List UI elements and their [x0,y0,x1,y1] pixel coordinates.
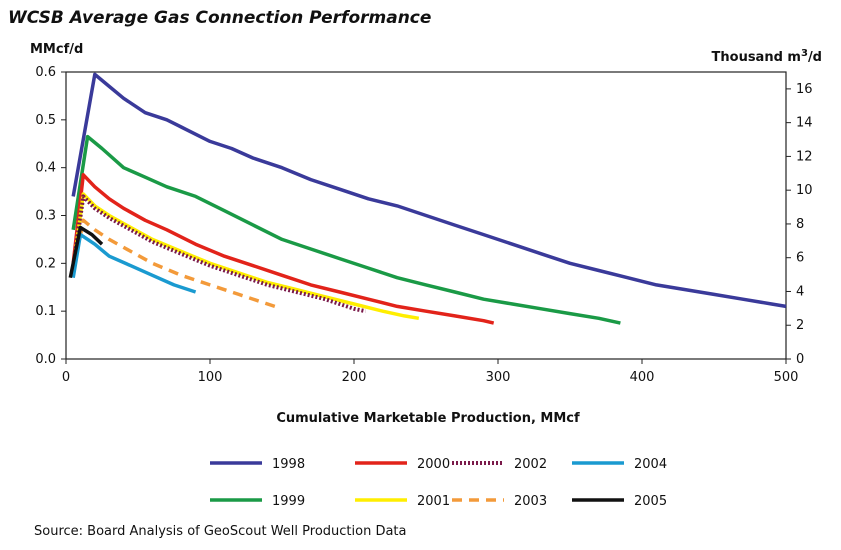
y2-axis-label-unit: /d [808,50,822,65]
y-tick-label: 0.4 [35,161,56,176]
y2-tick-label: 0 [796,352,804,367]
y2-axis-label-main: Thousand m [712,50,801,65]
y-tick-label: 0.2 [35,256,56,271]
x-tick-label: 100 [198,370,223,385]
y-tick-label: 0.5 [35,113,56,128]
y2-tick-label: 14 [796,116,813,131]
y-tick-label: 0.1 [35,304,56,319]
legend-label-1998: 1998 [272,457,305,472]
series-line-2002 [71,194,366,314]
y2-axis-label: Thousand m3/d [712,48,822,66]
chart-title: WCSB Average Gas Connection Performance [8,8,432,28]
series-line-2005 [68,225,104,279]
x-tick-label: 500 [774,370,799,385]
y2-tick-label: 16 [796,82,813,97]
series-line-1998 [71,72,787,309]
source-note: Source: Board Analysis of GeoScout Well … [34,524,407,539]
legend-label-2003: 2003 [514,494,547,509]
x-tick-label: 400 [630,370,655,385]
y2-tick-label: 2 [796,318,804,333]
y2-tick-label: 6 [796,251,804,266]
x-tick-label: 0 [62,370,70,385]
legend-label-2004: 2004 [634,457,667,472]
series-line-2004 [71,232,197,294]
y2-tick-label: 4 [796,284,804,299]
x-tick-label: 200 [342,370,367,385]
y-tick-label: 0.6 [35,65,56,80]
legend-label-1999: 1999 [272,494,305,509]
x-tick-label: 300 [486,370,511,385]
y-tick-label: 0.3 [35,209,56,224]
x-axis-label: Cumulative Marketable Production, MMcf [276,411,580,426]
y-axis-label: MMcf/d [30,42,83,57]
y-tick-label: 0.0 [35,352,56,367]
series-line-1999 [71,134,621,325]
series-line-2000 [71,173,495,325]
y2-tick-label: 8 [796,217,804,232]
legend-label-2005: 2005 [634,494,667,509]
y2-tick-label: 10 [796,183,813,198]
legend-label-2002: 2002 [514,457,547,472]
legend-label-2000: 2000 [417,457,450,472]
y2-axis-label-sup: 3 [801,48,808,59]
legend-label-2001: 2001 [417,494,450,509]
y2-tick-label: 12 [796,149,813,164]
